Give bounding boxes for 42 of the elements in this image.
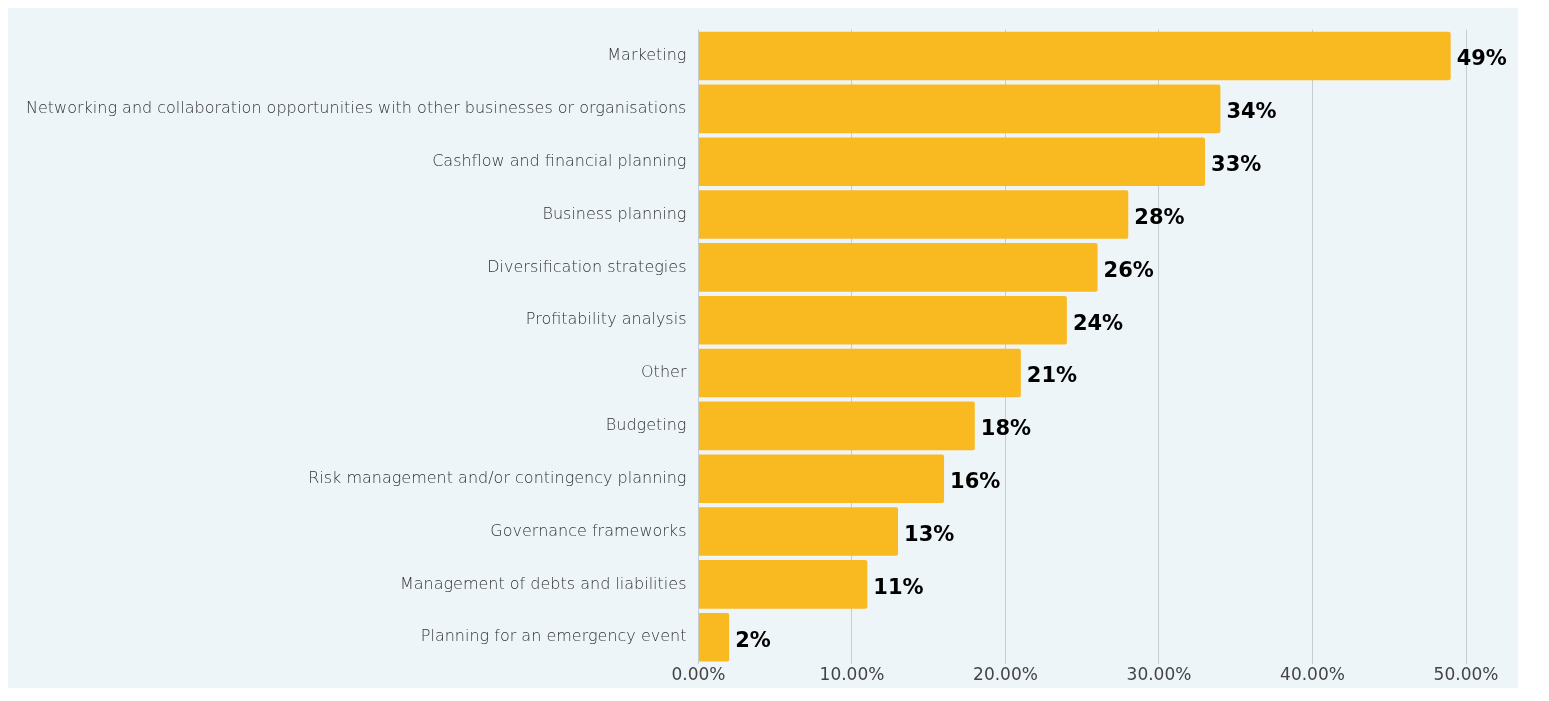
bar [698, 190, 1129, 239]
x-tick-label: 30.00% [1126, 664, 1192, 685]
data-label: 24% [1072, 310, 1124, 335]
x-tick-label: 0.00% [671, 664, 726, 685]
bar [698, 612, 730, 662]
bar [698, 84, 1221, 134]
data-label: 49% [1456, 46, 1507, 71]
y-tick-label: Diversification strategies [487, 256, 687, 276]
data-label: 11% [873, 574, 924, 599]
data-label: 2% [735, 627, 771, 652]
data-label: 21% [1026, 363, 1078, 388]
bar [698, 401, 975, 451]
x-tick-label: 20.00% [973, 664, 1038, 685]
x-tick-label: 50.00% [1433, 664, 1499, 685]
y-tick-label: Profitability analysis [525, 309, 687, 329]
data-label: 26% [1103, 257, 1154, 282]
bar [698, 137, 1206, 186]
bar [698, 454, 945, 503]
x-tick-label: 10.00% [819, 664, 885, 685]
y-tick-label: Other [641, 362, 687, 382]
y-tick-label: Business planning [542, 203, 687, 223]
data-label: 13% [904, 521, 955, 546]
y-tick-label: Budgeting [605, 415, 687, 435]
bar [698, 295, 1067, 345]
data-label: 16% [950, 469, 1001, 494]
y-tick-label: Networking and collaboration opportunities with other businesses or organisations [25, 98, 687, 118]
y-tick-label: Risk management and/or contingency planning [308, 467, 687, 487]
data-label: 34% [1226, 99, 1277, 124]
y-tick-label: Marketing [607, 45, 687, 65]
data-label: 28% [1134, 204, 1185, 229]
x-tick-label: 40.00% [1280, 664, 1345, 685]
data-label: 18% [980, 416, 1032, 441]
bar [698, 243, 1098, 292]
y-tick-label: Management of debts and liabilities [399, 573, 687, 593]
y-tick-label: Cashflow and financial planning [432, 150, 687, 170]
y-tick-label: Governance frameworks [490, 520, 687, 540]
y-tick-label: Planning for an emergency event [420, 626, 687, 646]
data-label: 33% [1211, 152, 1262, 177]
bar [698, 31, 1451, 81]
bar [698, 348, 1021, 398]
bar [698, 507, 899, 556]
bar [698, 560, 868, 609]
